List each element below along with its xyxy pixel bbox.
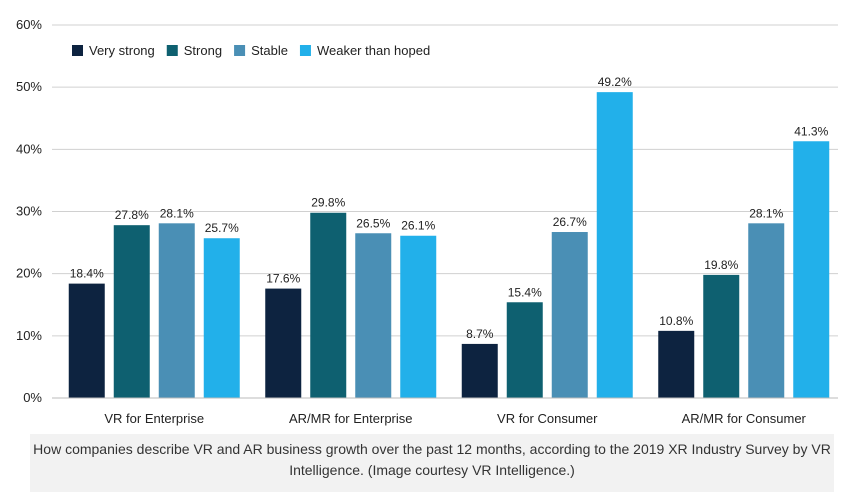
bar <box>113 225 150 398</box>
legend-label: Weaker than hoped <box>317 43 430 58</box>
legend-swatch <box>72 45 83 56</box>
legend-label: Strong <box>184 43 222 58</box>
data-label: 18.4% <box>70 267 104 281</box>
data-label: 25.7% <box>205 221 239 235</box>
data-label: 26.7% <box>553 215 587 229</box>
bars <box>68 92 830 399</box>
data-label: 15.4% <box>508 285 542 299</box>
chart-caption: How companies describe VR and AR busines… <box>30 434 834 492</box>
y-tick-label: 60% <box>16 17 42 32</box>
data-label: 28.1% <box>160 206 194 220</box>
legend-swatch <box>299 45 311 56</box>
data-label: 41.3% <box>794 124 828 138</box>
x-tick-label: AR/MR for Consumer <box>682 411 807 426</box>
data-labels: 18.4% 27.8% 28.1% 25.7% 17.6% 29.8% 26.5% 26.1%… <box>70 75 829 341</box>
data-label: 27.8% <box>115 208 149 222</box>
bar <box>551 232 588 398</box>
y-tick-label: 50% <box>16 79 42 94</box>
bar <box>658 330 695 398</box>
bar <box>265 288 302 398</box>
bar <box>158 223 195 398</box>
y-tick-label: 30% <box>16 204 42 219</box>
x-axis: VR for Enterprise AR/MR for Enterprise VR … <box>52 397 838 426</box>
y-tick-label: 20% <box>16 266 42 281</box>
legend-label: Very strong <box>89 43 155 58</box>
data-label: 19.8% <box>704 258 738 272</box>
legend-label: Stable <box>251 43 288 58</box>
data-label: 28.1% <box>749 206 783 220</box>
data-label: 10.8% <box>659 314 693 328</box>
bar <box>748 223 785 398</box>
data-label: 26.1% <box>401 219 435 233</box>
x-tick-label: VR for Enterprise <box>104 411 204 426</box>
legend-swatch <box>234 45 246 56</box>
bar <box>703 274 740 398</box>
data-label: 8.7% <box>466 327 494 341</box>
data-label: 26.5% <box>356 216 390 230</box>
legend-swatch <box>166 45 178 56</box>
y-tick-label: 40% <box>16 141 42 156</box>
bar <box>68 283 105 398</box>
bar <box>400 235 437 398</box>
bar <box>506 302 543 398</box>
bar <box>793 141 830 399</box>
x-tick-label: VR for Consumer <box>497 411 598 426</box>
bar <box>310 212 347 398</box>
y-tick-label: 0% <box>23 390 42 405</box>
bar <box>461 343 498 398</box>
data-label: 17.6% <box>266 272 300 286</box>
bar-chart: 0% 10% 20% 30% 40% 50% 60% 18.4% 27.8% 28.1% 25.7… <box>16 17 838 426</box>
data-label: 29.8% <box>311 196 345 210</box>
x-tick-label: AR/MR for Enterprise <box>289 411 413 426</box>
y-axis: 0% 10% 20% 30% 40% 50% 60% <box>16 17 42 405</box>
bar <box>596 92 633 398</box>
data-label: 49.2% <box>598 75 632 89</box>
legend: Very strong Strong Stable Weaker than hoped <box>72 43 430 58</box>
bar <box>203 238 240 398</box>
bar <box>355 233 392 398</box>
y-tick-label: 10% <box>16 328 42 343</box>
